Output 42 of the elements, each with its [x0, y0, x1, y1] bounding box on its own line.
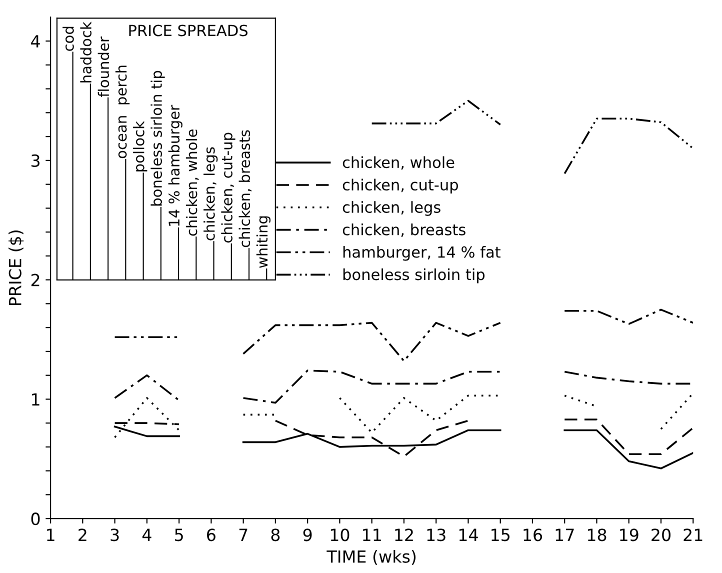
x-tick-label: 12: [395, 528, 413, 541]
legend-label: chicken, legs: [342, 201, 440, 216]
chart-title: PRICE SPREADS: [129, 24, 248, 36]
x-tick-label: 14: [459, 528, 478, 541]
x-tick-label: 18: [588, 528, 606, 542]
x-tick-label: 17: [556, 528, 574, 541]
x-tick-label: 13: [427, 528, 446, 542]
x-tick-label: 7: [239, 528, 248, 541]
x-tick-label: 9: [303, 528, 312, 542]
x-axis-title: TIME (wks): [326, 550, 416, 565]
x-tick-label: 16: [524, 528, 542, 542]
x-tick-label: 2: [78, 528, 86, 541]
x-tick-label: boneless sirloin tip: [150, 70, 165, 206]
x-tick-label: 21: [684, 528, 702, 541]
legend-label: hamburger, 14 % fat: [343, 246, 500, 261]
x-tick-label: chicken, legs: [204, 147, 218, 240]
x-tick-label: chicken, whole: [186, 129, 199, 236]
x-tick-label: 15: [492, 528, 510, 542]
x-tick-label: 10: [330, 528, 350, 542]
x-tick-label: haddock: [80, 22, 92, 82]
x-tick-label: 8: [271, 528, 280, 542]
x-tick-label: whiting: [256, 216, 271, 268]
x-tick-label: 11: [363, 528, 381, 541]
x-tick-label: 20: [652, 528, 670, 542]
x-tick-label: chicken, cut-up: [221, 132, 236, 243]
x-tick-label: 5: [175, 528, 183, 542]
x-tick-label: pollock: [133, 121, 148, 172]
y-tick-label: 2: [31, 274, 40, 286]
x-tick-label: 14 % hamburger: [168, 104, 182, 226]
y-tick-label: 0: [31, 512, 40, 526]
x-tick-label: 6: [207, 528, 216, 542]
y-axis-title: PRICE ($): [8, 230, 24, 306]
x-tick-label: 1: [47, 528, 54, 541]
x-tick-label: ocean perch: [115, 66, 130, 158]
x-tick-label: 3: [110, 528, 119, 542]
legend-label: boneless sirloin tip: [343, 268, 485, 284]
x-tick-label: 4: [142, 528, 152, 541]
x-tick-label: 19: [620, 528, 638, 542]
x-tick-label: cod: [62, 26, 74, 51]
x-tick-label: flounder: [98, 36, 110, 98]
y-tick-label: 1: [32, 393, 40, 406]
x-tick-label: chicken, breasts: [238, 130, 252, 248]
